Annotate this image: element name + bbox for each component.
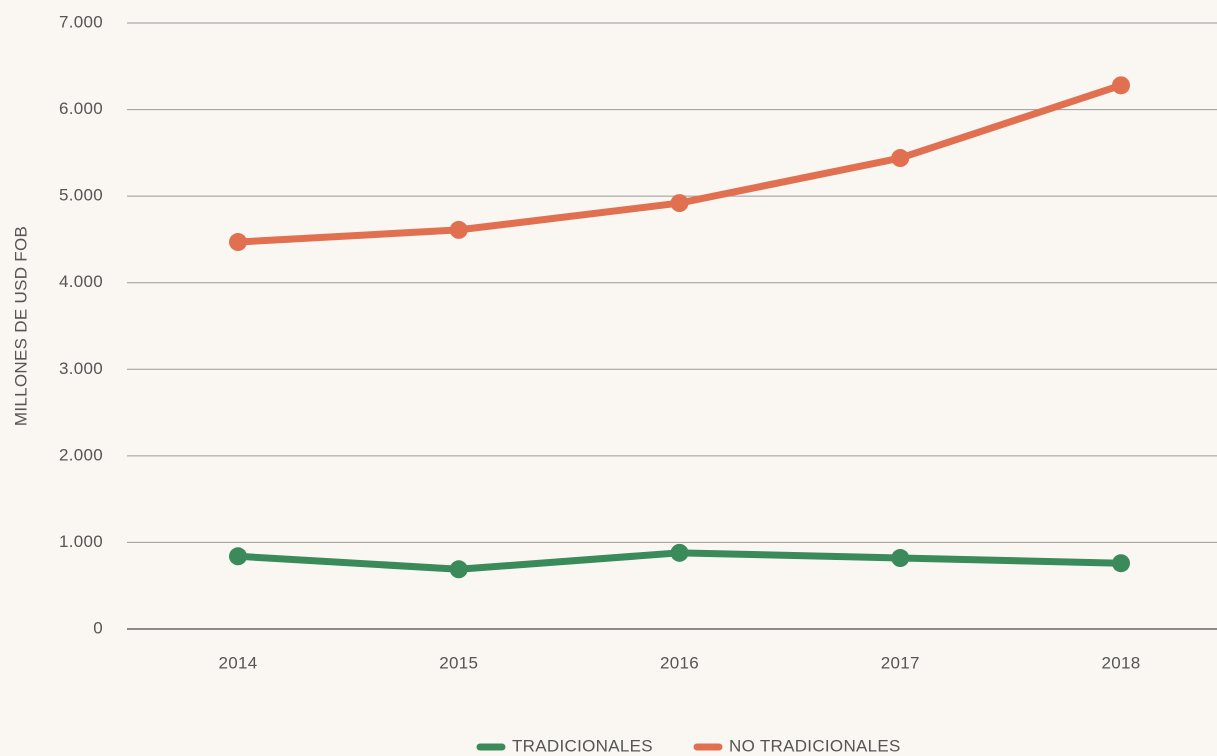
data-point (449, 560, 468, 579)
y-tick-label: 5.000 (59, 186, 103, 205)
data-point (229, 547, 247, 566)
y-tick-label: 2.000 (59, 445, 103, 464)
data-point (1112, 76, 1130, 95)
data-point (670, 543, 689, 562)
x-tick-label: 2017 (881, 653, 920, 672)
x-tick-label: 2014 (218, 653, 257, 672)
x-tick-label: 2016 (660, 653, 699, 672)
data-point (891, 549, 910, 568)
y-axis-label: MILLONES DE USD FOB (11, 226, 30, 426)
y-tick-label: 3.000 (59, 359, 103, 378)
y-tick-label: 0 (93, 618, 103, 637)
data-point (670, 194, 689, 213)
data-point (449, 220, 468, 239)
data-point (1112, 554, 1130, 573)
data-point (229, 233, 247, 252)
y-tick-label: 4.000 (59, 272, 103, 291)
legend-label: NO TRADICIONALES (729, 736, 901, 755)
y-tick-label: 6.000 (59, 99, 103, 118)
x-tick-label: 2015 (439, 653, 478, 672)
y-tick-label: 1.000 (59, 532, 103, 551)
data-point (891, 149, 910, 168)
x-tick-label: 2018 (1101, 653, 1140, 672)
legend-label: TRADICIONALES (512, 736, 653, 755)
y-tick-label: 7.000 (59, 12, 103, 31)
